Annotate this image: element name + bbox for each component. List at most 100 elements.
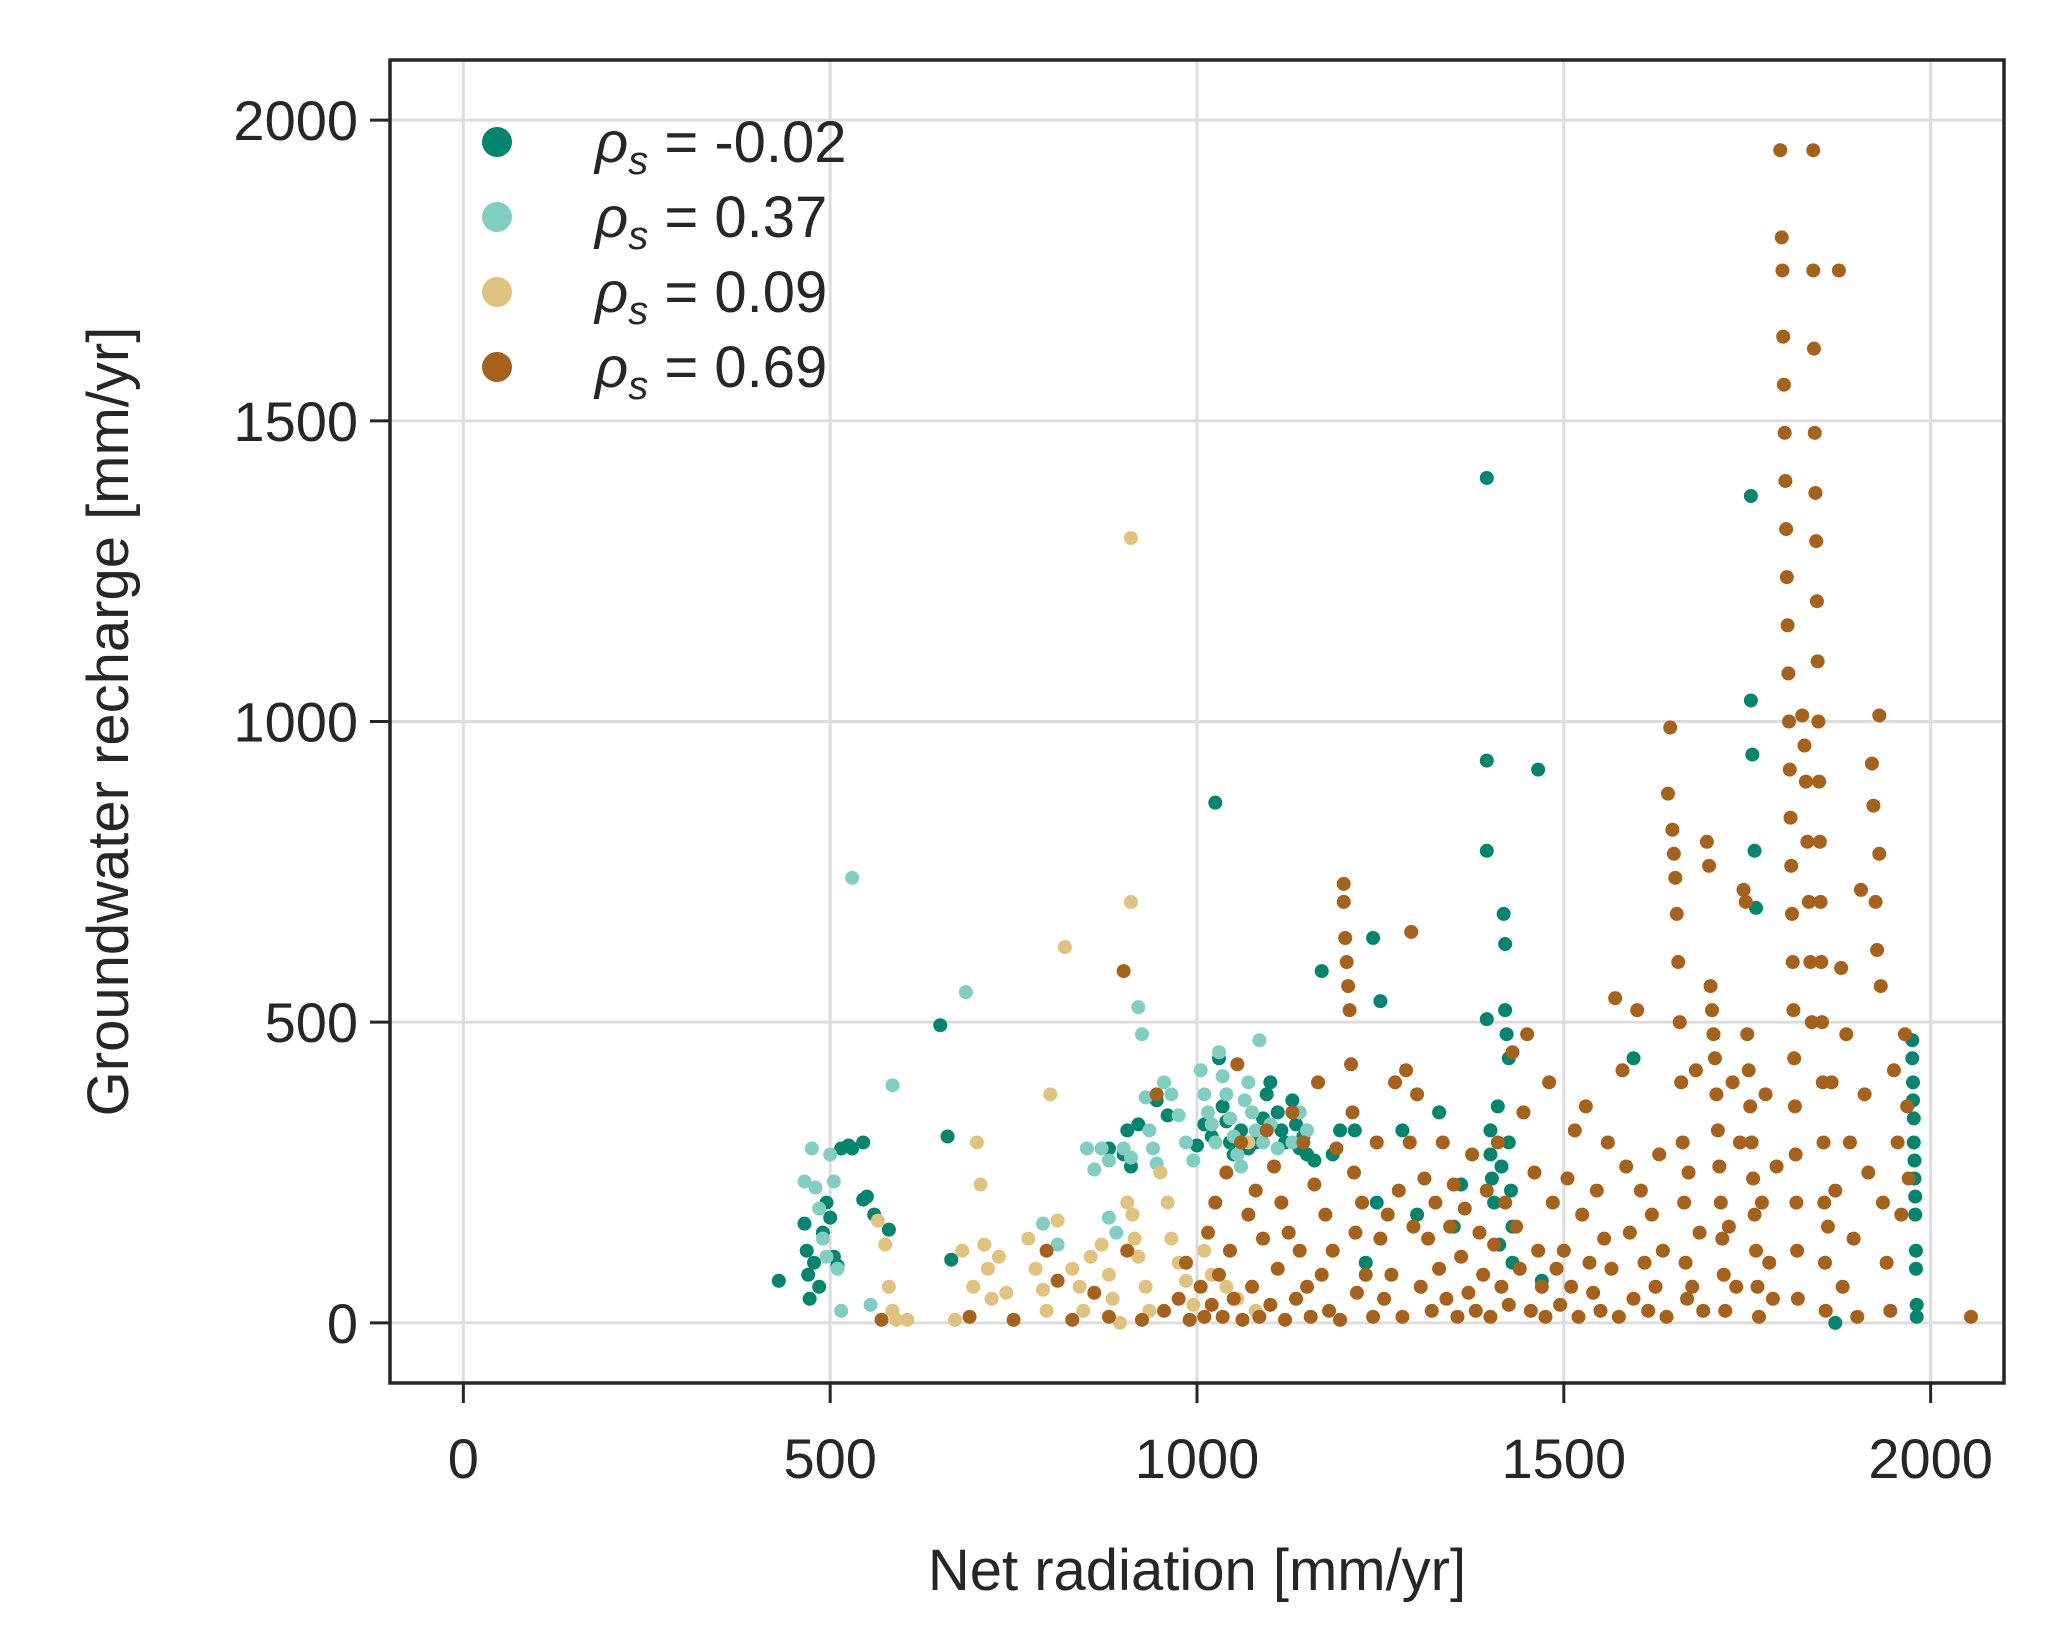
- data-point: [1803, 955, 1818, 970]
- data-point: [1906, 1111, 1921, 1126]
- data-point: [845, 1141, 860, 1156]
- data-point: [1787, 1099, 1802, 1114]
- data-point: [1897, 1027, 1912, 1042]
- data-point: [1660, 786, 1675, 801]
- data-point: [984, 1291, 999, 1306]
- data-point: [1783, 810, 1798, 825]
- data-point: [1501, 1297, 1516, 1312]
- data-point: [1285, 1093, 1300, 1108]
- data-point: [1567, 1123, 1582, 1138]
- data-point: [1582, 1255, 1597, 1270]
- data-point: [1663, 720, 1678, 735]
- data-point: [1677, 1195, 1692, 1210]
- data-point: [1366, 930, 1381, 945]
- data-point: [1450, 1309, 1465, 1324]
- data-point: [1707, 1051, 1722, 1066]
- data-point: [1875, 1195, 1890, 1210]
- data-point: [1810, 654, 1825, 669]
- data-point: [1905, 1051, 1920, 1066]
- data-point: [1160, 1195, 1175, 1210]
- data-point: [1778, 473, 1793, 488]
- data-point: [1890, 1135, 1905, 1150]
- data-point: [1806, 341, 1821, 356]
- data-point: [1358, 1255, 1373, 1270]
- data-point: [1127, 1231, 1142, 1246]
- data-point: [1035, 1216, 1050, 1231]
- data-point: [1138, 1279, 1153, 1294]
- data-point: [1483, 1147, 1498, 1162]
- data-point: [1311, 1075, 1326, 1090]
- data-point: [1553, 1297, 1568, 1312]
- data-point: [1702, 858, 1717, 873]
- data-point: [1457, 1201, 1472, 1216]
- data-point: [1178, 1135, 1193, 1150]
- x-tick-label: 1000: [1135, 1427, 1260, 1490]
- data-point: [1715, 1231, 1730, 1246]
- data-point: [1496, 906, 1511, 921]
- legend-label: ρs = -0.02: [593, 110, 847, 183]
- data-point: [1160, 1108, 1175, 1123]
- data-point: [1355, 1195, 1370, 1210]
- data-point: [845, 870, 860, 885]
- data-point: [1050, 1237, 1065, 1252]
- data-point: [1740, 1027, 1755, 1042]
- data-point: [940, 1129, 955, 1144]
- data-point: [1531, 762, 1546, 777]
- data-point: [1274, 1123, 1289, 1138]
- data-point: [1501, 1135, 1516, 1150]
- data-point: [1712, 1159, 1727, 1174]
- data-point: [1908, 1189, 1923, 1204]
- data-point: [1303, 1309, 1318, 1324]
- data-point: [1815, 1015, 1830, 1030]
- data-point: [1523, 1303, 1538, 1318]
- data-point: [1846, 1231, 1861, 1246]
- data-point: [1219, 1165, 1234, 1180]
- data-point: [1494, 1279, 1509, 1294]
- data-point: [1384, 1267, 1399, 1282]
- y-axis-label: Groundwater recharge [mm/yr]: [76, 327, 141, 1117]
- data-point: [1215, 1309, 1230, 1324]
- data-point: [1432, 1105, 1447, 1120]
- data-point: [1894, 1207, 1909, 1222]
- data-point: [1718, 1303, 1733, 1318]
- data-point: [1348, 1225, 1363, 1240]
- data-point: [1395, 1309, 1410, 1324]
- data-point: [1274, 1195, 1289, 1210]
- data-point: [1307, 1153, 1322, 1168]
- data-point: [1043, 1087, 1058, 1102]
- data-point: [1648, 1279, 1663, 1294]
- x-tick-label: 500: [783, 1427, 876, 1490]
- data-point: [1806, 263, 1821, 278]
- data-point: [1314, 1267, 1329, 1282]
- data-point: [1659, 1309, 1674, 1324]
- data-point: [1039, 1243, 1054, 1258]
- data-point: [1461, 1285, 1476, 1300]
- data-point: [1743, 488, 1758, 503]
- data-point: [1131, 1249, 1146, 1264]
- data-point: [1219, 1087, 1234, 1102]
- data-point: [797, 1216, 812, 1231]
- data-point: [1790, 1243, 1805, 1258]
- data-point: [1674, 1075, 1689, 1090]
- data-point: [1688, 1063, 1703, 1078]
- data-point: [1709, 1087, 1724, 1102]
- data-point: [1779, 570, 1794, 585]
- data-point: [1204, 1297, 1219, 1312]
- data-point: [1402, 1135, 1417, 1150]
- data-point: [863, 1297, 878, 1312]
- data-point: [1729, 1279, 1744, 1294]
- data-point: [1171, 1108, 1186, 1123]
- data-point: [1263, 1075, 1278, 1090]
- data-point: [1336, 894, 1351, 909]
- data-point: [1564, 1279, 1579, 1294]
- data-point: [1465, 1147, 1480, 1162]
- data-point: [1234, 1135, 1249, 1150]
- data-point: [1193, 1063, 1208, 1078]
- data-point: [1050, 1213, 1065, 1228]
- data-point: [1446, 1177, 1461, 1192]
- data-point: [1806, 143, 1821, 158]
- data-point: [1421, 1231, 1436, 1246]
- data-point: [1072, 1279, 1087, 1294]
- data-point: [1672, 1015, 1687, 1030]
